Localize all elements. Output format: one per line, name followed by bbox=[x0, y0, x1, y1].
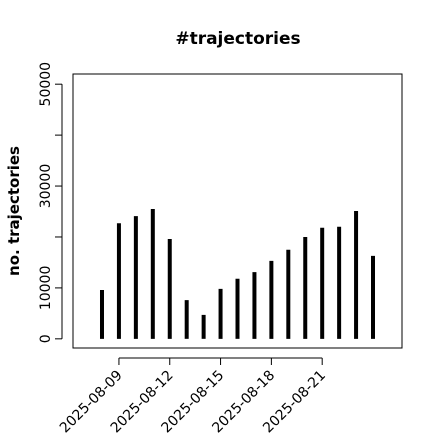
plot-box bbox=[72, 73, 403, 349]
y-tick-label: 10000 bbox=[38, 266, 54, 311]
y-tick-label: 50000 bbox=[38, 62, 54, 107]
chart-title: #trajectories bbox=[175, 29, 300, 49]
y-axis-label: no. trajectories bbox=[5, 146, 23, 276]
y-tick-label: 30000 bbox=[38, 164, 54, 209]
y-tick-label: 0 bbox=[38, 334, 54, 343]
